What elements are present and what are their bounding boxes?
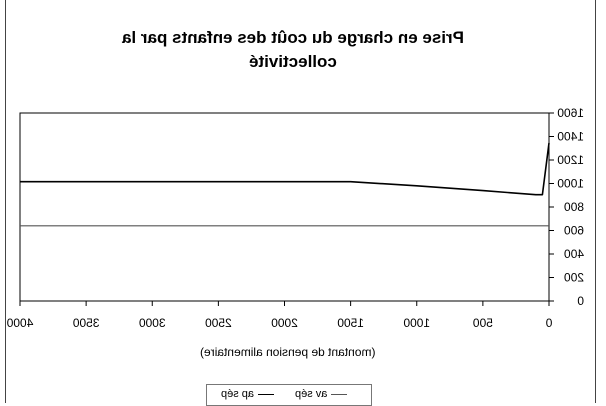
x-tick-label: 2000 [271,316,298,330]
x-tick-label: 3000 [139,316,166,330]
x-tick-label: 500 [473,316,493,330]
y-tick-label: 400 [564,247,584,261]
y-tick-label: 200 [564,271,584,285]
series-line-ap-sep [20,142,550,196]
chart-frame [5,0,596,403]
x-axis-label-text: (montant de pension alimentaire) [200,345,376,359]
series-lines [20,142,550,227]
legend-swatch-av-sep [331,393,348,395]
y-tick-label: 800 [564,200,584,214]
y-tick-label: 1400 [557,130,584,144]
y-tick-label: 1200 [557,153,584,167]
legend-label-ap-sep: ap sép [221,388,255,400]
legend-item-av-sep: av sép [295,388,351,400]
x-tick-label: 2500 [205,316,232,330]
y-tick-label: 1000 [557,177,584,191]
x-tick-label: 3500 [72,316,99,330]
y-tick-label: 1600 [557,106,584,120]
y-tick-label: 0 [577,294,584,308]
x-tick-label: 1500 [337,316,364,330]
plot-border [19,112,550,302]
axes [19,112,554,306]
x-tick-label: 0 [545,316,552,330]
x-axis-label: (montant de pension alimentaire) [150,345,426,359]
y-tick-label: 600 [564,224,584,238]
x-tick-label: 4000 [6,316,33,330]
tick-labels: 4000 3500 3000 2500 2000 1500 1000 500 0 0 200 400 6… [6,106,584,330]
x-tick-label: 1000 [403,316,430,330]
legend-swatch-ap-sep [258,393,275,395]
legend-label-av-sep: av sép [295,388,328,400]
legend-item-ap-sep: ap sép [221,388,278,400]
